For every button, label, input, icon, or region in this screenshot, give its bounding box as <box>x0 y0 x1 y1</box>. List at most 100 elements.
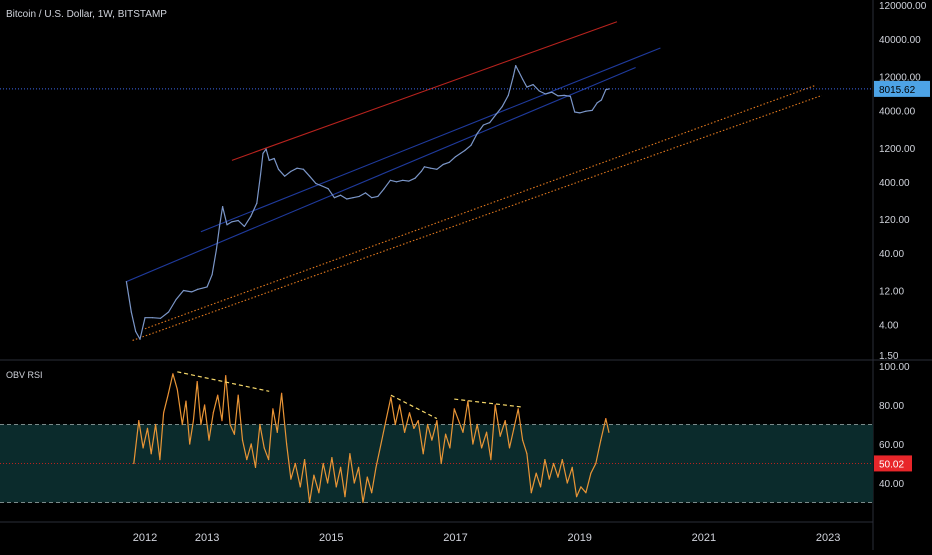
price-point <box>135 330 137 333</box>
rsi-point <box>605 418 607 420</box>
rsi-point <box>399 404 401 406</box>
rsi-point <box>458 419 460 422</box>
price-pane <box>0 21 873 341</box>
price-point <box>515 64 517 67</box>
rsi-point <box>436 419 438 422</box>
rsi-point <box>595 462 597 465</box>
price-point <box>237 219 239 222</box>
rsi-value-badge <box>874 455 912 472</box>
rsi-point <box>318 492 320 494</box>
price-point <box>144 317 146 319</box>
rsi-point <box>154 423 157 426</box>
price-point <box>268 159 270 161</box>
rsi-point <box>526 453 528 455</box>
rsi-point <box>267 458 270 461</box>
rsi-indicator-title: OBV RSI <box>6 370 43 380</box>
axes-layer: 120000.00 40000.00 12000.00 4000.00 1200.00 4… <box>133 1 930 544</box>
price-tick-label: 4000.00 <box>879 106 916 117</box>
rsi-point <box>548 478 550 480</box>
rsi-point <box>172 373 174 375</box>
rsi-point <box>590 472 592 474</box>
price-point <box>551 91 553 93</box>
rsi-point <box>185 400 187 402</box>
rsi-point <box>490 458 492 461</box>
price-point <box>290 170 292 172</box>
price-point <box>226 224 228 226</box>
price-point <box>159 317 162 319</box>
price-point <box>605 89 607 91</box>
price-point <box>377 195 379 197</box>
rsi-point <box>513 427 515 429</box>
rsi-point <box>499 435 501 437</box>
rsi-point <box>426 423 429 426</box>
price-point <box>139 338 141 340</box>
price-point <box>352 197 354 199</box>
rsi-point <box>133 462 135 465</box>
price-point <box>265 148 267 150</box>
rsi-point <box>521 439 524 441</box>
price-point <box>464 149 466 152</box>
rsi-pane <box>0 371 873 504</box>
price-point <box>563 94 565 96</box>
price-point <box>448 161 450 163</box>
rsi-point <box>142 447 144 449</box>
rsi-point <box>566 482 568 484</box>
price-point <box>532 84 534 86</box>
rsi-tick-label: 40.00 <box>879 479 904 490</box>
price-tick-label: 40000.00 <box>879 35 921 46</box>
price-point <box>557 95 559 97</box>
rsi-point <box>408 412 411 414</box>
rsi-point <box>535 472 537 474</box>
rsi-point <box>281 392 283 394</box>
price-tick-label: 120000.00 <box>879 1 927 12</box>
price-point <box>243 225 245 227</box>
rsi-point <box>303 458 306 461</box>
rsi-point <box>276 431 278 433</box>
rsi-point <box>476 423 478 426</box>
rsi-point <box>417 419 419 422</box>
price-point <box>277 168 280 170</box>
price-point <box>182 289 185 292</box>
rsi-point <box>508 447 511 449</box>
rsi-point <box>571 466 573 468</box>
price-point <box>395 181 398 183</box>
price-point <box>423 166 426 168</box>
rsi-point <box>394 423 396 426</box>
price-tick-label: 40.00 <box>879 249 904 260</box>
price-tick-label: 4.00 <box>879 321 899 332</box>
time-tick-label: 2017 <box>443 532 467 544</box>
rsi-point <box>600 439 602 441</box>
rsi-point <box>196 380 198 383</box>
price-point <box>518 71 520 73</box>
price-point <box>482 124 485 126</box>
rsi-point <box>585 492 587 494</box>
rsi-point <box>254 466 257 468</box>
price-point <box>340 194 342 196</box>
price-point <box>420 170 422 172</box>
price-point <box>125 281 127 283</box>
rsi-point <box>385 419 387 422</box>
price-point <box>489 122 491 124</box>
rsi-point <box>575 496 578 498</box>
price-point <box>414 177 416 179</box>
rsi-point <box>250 443 252 445</box>
rsi-point <box>362 501 364 504</box>
price-point <box>476 132 478 135</box>
rsi-point <box>335 486 337 488</box>
rsi-point <box>403 431 406 433</box>
price-tick-label: 12.00 <box>879 287 904 298</box>
price-point <box>202 287 204 289</box>
rsi-band-fill <box>0 424 873 503</box>
price-point <box>215 248 218 251</box>
rsi-point <box>326 482 329 484</box>
time-tick-label: 2012 <box>133 532 157 544</box>
rsi-point <box>167 394 169 396</box>
price-point <box>315 182 317 185</box>
rsi-point <box>580 486 582 488</box>
rsi-point <box>285 443 288 445</box>
price-point <box>389 179 391 181</box>
price-point <box>302 168 304 170</box>
rsi-point <box>380 443 382 445</box>
